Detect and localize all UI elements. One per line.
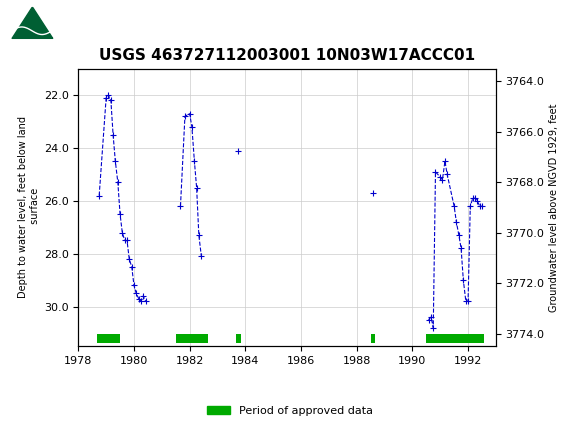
Bar bbox=[371, 334, 375, 343]
Legend: Period of approved data: Period of approved data bbox=[203, 401, 377, 420]
Title: USGS 463727112003001 10N03W17ACCC01: USGS 463727112003001 10N03W17ACCC01 bbox=[99, 49, 475, 64]
Bar bbox=[426, 334, 484, 343]
Y-axis label: Depth to water level, feet below land
 surface: Depth to water level, feet below land su… bbox=[18, 117, 39, 298]
Bar bbox=[176, 334, 208, 343]
Bar bbox=[9, 4, 55, 43]
Bar bbox=[236, 334, 241, 343]
Bar bbox=[97, 334, 120, 343]
Text: USGS: USGS bbox=[64, 15, 119, 33]
Y-axis label: Groundwater level above NGVD 1929, feet: Groundwater level above NGVD 1929, feet bbox=[549, 103, 559, 312]
